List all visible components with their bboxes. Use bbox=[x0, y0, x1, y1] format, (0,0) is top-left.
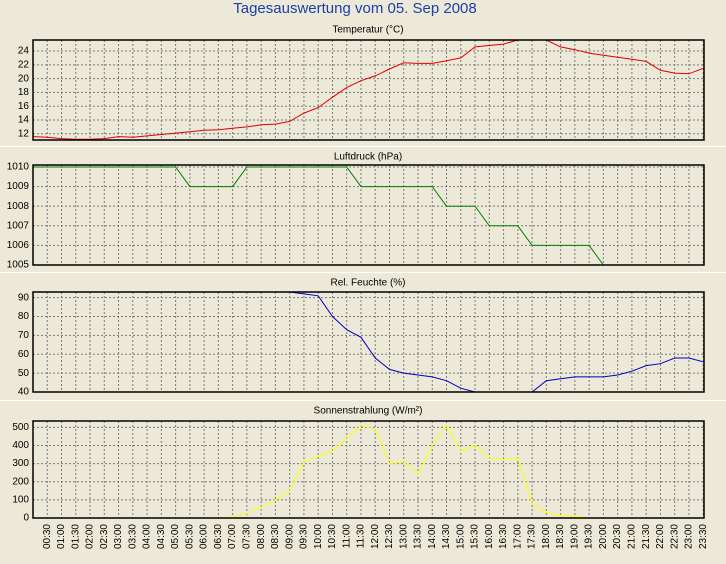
x-tick-label: 22:30 bbox=[669, 524, 680, 549]
y-tick-label: 20 bbox=[18, 73, 30, 84]
y-tick-label: 24 bbox=[18, 46, 30, 57]
plot-area bbox=[33, 165, 704, 265]
x-tick-label: 03:00 bbox=[113, 524, 124, 549]
x-tick-label: 11:30 bbox=[356, 524, 367, 549]
x-tick-label: 04:30 bbox=[156, 524, 167, 549]
y-tick-label: 0 bbox=[23, 513, 29, 524]
x-tick-label: 23:00 bbox=[684, 524, 695, 549]
x-tick-label: 10:30 bbox=[327, 524, 338, 549]
x-tick-label: 12:00 bbox=[370, 524, 381, 549]
x-tick-label: 14:00 bbox=[427, 524, 438, 549]
y-tick-label: 40 bbox=[18, 387, 30, 398]
x-tick-label: 08:00 bbox=[256, 524, 267, 549]
plot-border bbox=[32, 420, 705, 519]
data-line bbox=[33, 166, 704, 265]
x-tick-label: 04:00 bbox=[142, 524, 153, 549]
x-tick-label: 09:00 bbox=[284, 524, 295, 549]
x-tick-label: 15:00 bbox=[455, 524, 466, 549]
x-tick-label: 06:00 bbox=[199, 524, 210, 549]
plot-border bbox=[32, 39, 705, 141]
x-tick-label: 13:30 bbox=[413, 524, 424, 549]
x-tick-label: 19:00 bbox=[570, 524, 581, 549]
x-tick-label: 18:30 bbox=[555, 524, 566, 549]
y-tick-label: 1006 bbox=[7, 240, 30, 251]
x-tick-label: 13:00 bbox=[398, 524, 409, 549]
x-tick-label: 02:30 bbox=[99, 524, 110, 549]
x-tick-label: 01:00 bbox=[56, 524, 67, 549]
x-tick-label: 06:30 bbox=[213, 524, 224, 549]
plot-border bbox=[32, 291, 705, 393]
y-tick-label: 1009 bbox=[7, 181, 30, 192]
plot-border bbox=[32, 164, 705, 266]
y-tick-label: 300 bbox=[12, 458, 29, 469]
y-tick-label: 16 bbox=[18, 101, 30, 112]
x-tick-label: 01:30 bbox=[70, 524, 81, 549]
x-tick-label: 05:30 bbox=[185, 524, 196, 549]
data-line bbox=[33, 40, 704, 140]
x-tick-label: 10:00 bbox=[313, 524, 324, 549]
data-line bbox=[33, 292, 704, 392]
page-title: Tagesauswertung vom 05. Sep 2008 bbox=[233, 0, 477, 17]
data-line bbox=[33, 424, 704, 518]
y-tick-label: 200 bbox=[12, 476, 29, 487]
y-tick-label: 22 bbox=[18, 59, 30, 70]
y-tick-label: 1005 bbox=[7, 260, 30, 271]
y-tick-label: 60 bbox=[18, 349, 30, 360]
x-tick-label: 20:30 bbox=[612, 524, 623, 549]
y-tick-label: 1007 bbox=[7, 220, 30, 231]
x-tick-label: 21:00 bbox=[627, 524, 638, 549]
y-tick-label: 400 bbox=[12, 440, 29, 451]
x-tick-label: 11:00 bbox=[341, 524, 352, 549]
y-tick-label: 100 bbox=[12, 495, 29, 506]
y-tick-label: 500 bbox=[12, 422, 29, 433]
x-tick-label: 15:30 bbox=[470, 524, 481, 549]
y-tick-label: 80 bbox=[18, 311, 30, 322]
chart-title: Temperatur (°C) bbox=[332, 25, 403, 36]
x-tick-label: 03:30 bbox=[127, 524, 138, 549]
x-tick-label: 20:00 bbox=[598, 524, 609, 549]
x-tick-label: 14:30 bbox=[441, 524, 452, 549]
x-tick-label: 00:30 bbox=[42, 524, 53, 549]
x-tick-label: 21:30 bbox=[641, 524, 652, 549]
x-tick-label: 17:00 bbox=[512, 524, 523, 549]
y-tick-label: 50 bbox=[18, 368, 30, 379]
x-tick-label: 05:00 bbox=[170, 524, 181, 549]
y-tick-label: 12 bbox=[18, 128, 30, 139]
x-tick-label: 16:30 bbox=[498, 524, 509, 549]
x-tick-label: 12:30 bbox=[384, 524, 395, 549]
x-tick-label: 19:30 bbox=[584, 524, 595, 549]
x-tick-label: 16:00 bbox=[484, 524, 495, 549]
x-tick-label: 18:00 bbox=[541, 524, 552, 549]
plot-area bbox=[33, 421, 704, 518]
x-tick-label: 02:00 bbox=[85, 524, 96, 549]
plot-area bbox=[33, 292, 704, 392]
y-tick-label: 14 bbox=[18, 115, 30, 126]
chart-title: Sonnenstrahlung (W/m²) bbox=[314, 406, 423, 417]
x-tick-label: 07:30 bbox=[242, 524, 253, 549]
y-tick-label: 1010 bbox=[7, 162, 30, 173]
x-tick-label: 23:30 bbox=[698, 524, 709, 549]
chart-title: Luftdruck (hPa) bbox=[334, 152, 402, 163]
y-tick-label: 18 bbox=[18, 87, 30, 98]
y-tick-label: 70 bbox=[18, 330, 30, 341]
chart-title: Rel. Feuchte (%) bbox=[330, 278, 405, 289]
x-tick-label: 17:30 bbox=[527, 524, 538, 549]
plot-area bbox=[33, 40, 704, 140]
y-tick-label: 1008 bbox=[7, 201, 30, 212]
x-tick-label: 22:00 bbox=[655, 524, 666, 549]
y-tick-label: 90 bbox=[18, 292, 30, 303]
x-tick-label: 08:30 bbox=[270, 524, 281, 549]
x-tick-label: 09:30 bbox=[299, 524, 310, 549]
x-tick-label: 07:00 bbox=[227, 524, 238, 549]
